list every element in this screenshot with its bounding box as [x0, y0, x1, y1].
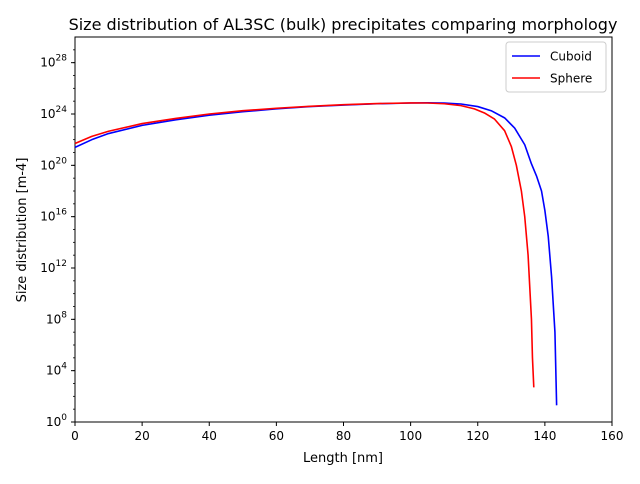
y-tick-label: 100	[46, 413, 67, 429]
plot-area	[74, 36, 613, 423]
y-tick-label: 104	[46, 362, 67, 378]
y-tick-exponent: 8	[61, 310, 67, 320]
x-tick-label: 120	[466, 429, 489, 443]
x-tick-label: 100	[399, 429, 422, 443]
y-tick-base: 10	[46, 415, 61, 429]
y-tick-label: 1028	[40, 54, 67, 70]
x-axis: 0 20 40 60 80 100 120 140 160	[71, 422, 623, 443]
x-tick-label: 40	[202, 429, 217, 443]
y-tick-exponent: 20	[56, 156, 68, 166]
y-tick-label: 1016	[40, 208, 67, 224]
chart-title: Size distribution of AL3SC (bulk) precip…	[69, 15, 618, 34]
y-tick-base: 10	[46, 364, 61, 378]
y-tick-base: 10	[46, 312, 61, 326]
y-tick-label: 1012	[40, 259, 67, 275]
y-tick-base: 10	[40, 158, 55, 172]
y-tick-exponent: 28	[56, 54, 68, 64]
y-axis-label: Size distribution [m-4]	[15, 158, 30, 303]
y-tick-exponent: 12	[56, 259, 67, 269]
x-tick-label: 60	[269, 429, 284, 443]
y-tick-label: 1024	[40, 105, 67, 121]
y-tick-label: 108	[46, 310, 67, 326]
y-tick-exponent: 16	[56, 208, 68, 218]
x-axis-label: Length [nm]	[303, 451, 383, 466]
y-tick-exponent: 0	[61, 413, 67, 423]
y-tick-exponent: 4	[61, 362, 67, 372]
x-tick-label: 140	[533, 429, 556, 443]
legend-box	[505, 41, 607, 93]
plot-frame	[74, 36, 613, 423]
x-tick-label: 80	[336, 429, 351, 443]
y-tick-label: 1020	[40, 156, 67, 172]
y-tick-base: 10	[40, 56, 55, 70]
y-tick-base: 10	[40, 261, 55, 275]
x-tick-label: 0	[71, 429, 79, 443]
x-tick-label: 20	[134, 429, 149, 443]
legend: Cuboid Sphere	[505, 41, 607, 93]
series-line-cuboid	[74, 102, 558, 406]
legend-label-sphere: Sphere	[550, 72, 592, 86]
y-tick-exponent: 24	[56, 105, 68, 115]
series-line-sphere	[74, 102, 535, 388]
series-lines	[74, 102, 558, 406]
y-tick-base: 10	[40, 210, 55, 224]
legend-label-cuboid: Cuboid	[550, 50, 592, 64]
y-tick-base: 10	[40, 107, 55, 121]
x-tick-label: 160	[601, 429, 624, 443]
